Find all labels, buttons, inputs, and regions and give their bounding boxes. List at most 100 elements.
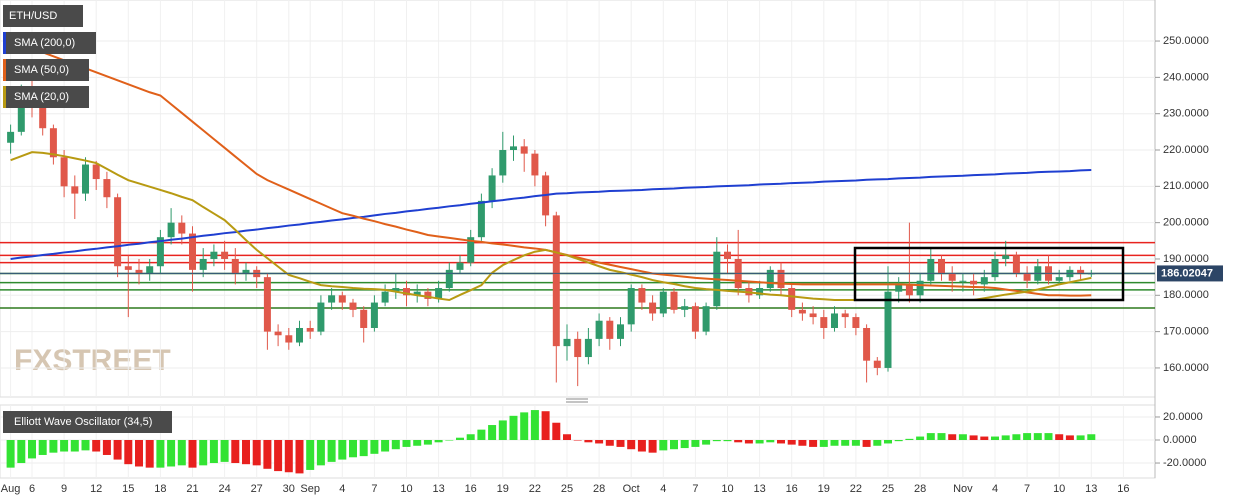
candle-body [456,262,464,270]
y-tick-label: 200.0000 [1163,217,1209,229]
candle-body [445,269,453,289]
osc-bar [1012,434,1021,441]
osc-bar [177,440,186,466]
osc-bar [605,440,614,446]
candle-body [1077,269,1085,274]
candle-body [403,288,410,296]
osc-bar [573,440,582,441]
osc-bar [637,440,646,452]
osc-bar [284,440,293,473]
osc-bar [381,440,390,452]
x-tick-label: 10 [400,483,412,495]
x-tick-label: 7 [692,483,698,495]
legend-label: SMA (50,0) [14,64,69,76]
x-tick-label: 12 [90,483,102,495]
candle-body [681,306,689,310]
x-tick-label: Oct [623,483,640,495]
sma-line [10,36,1092,297]
candle-body [71,186,79,194]
osc-bar [873,440,882,446]
legend-swatch [3,32,6,54]
candle-body [510,146,517,151]
osc-bar [980,436,989,441]
candle-body [659,291,667,314]
osc-bar [766,440,775,443]
highlight-box [853,246,1125,302]
x-tick-label: 13 [753,483,765,495]
osc-bar [680,440,689,449]
osc-bar [188,440,197,468]
osc-bar [734,440,743,443]
candle-body [124,266,132,270]
osc-bar [391,440,400,450]
candle-body [777,269,785,289]
candle-body [285,335,293,343]
y-tick-label: 170.0000 [1163,326,1209,338]
legend-label: SMA (200,0) [14,37,75,49]
y-tick-label: 180.0000 [1163,289,1209,301]
candle-body [488,175,496,201]
candle-body [905,284,913,296]
osc-bar [102,440,111,455]
x-tick-label: 4 [992,483,998,495]
osc-bar [1055,434,1064,441]
candle-body [520,146,528,154]
x-tick-label: 6 [29,483,35,495]
candle-body [970,280,978,285]
osc-bar [670,440,678,450]
x-tick-label: 16 [465,483,477,495]
y-tick-label: 190.0000 [1163,253,1209,265]
candle-body [103,179,111,198]
candle-body [820,317,828,328]
x-tick-label: 28 [593,483,605,495]
osc-bar [905,438,914,441]
candle-body [916,280,924,296]
candle-body [338,295,346,303]
osc-bar [969,435,978,441]
osc-plot [6,410,1096,474]
candle-body [146,266,154,274]
candle-body [231,258,239,274]
osc-bar [884,440,892,444]
osc-bar [231,440,240,464]
x-tick-label: 16 [786,483,798,495]
osc-bar [306,440,315,470]
chart-title: ETH/USD [9,10,57,22]
osc-bar [958,434,967,441]
x-tick-label: 10 [721,483,733,495]
candle-body [584,338,592,358]
x-tick-label: 15 [122,483,134,495]
osc-bar [862,440,871,447]
candle-body [938,258,945,274]
last-price-label: 186.02047 [1161,267,1213,279]
osc-bar [252,440,261,466]
x-tick-label: 19 [497,483,509,495]
osc-bar [199,440,208,466]
candle-body [424,291,432,299]
osc-bar [1033,433,1042,441]
candle-body [317,302,325,332]
osc-bar [498,420,507,441]
osc-bar [488,425,497,441]
osc-bar [659,440,668,451]
osc-bar [349,440,357,458]
candle-body [852,317,860,328]
x-tick-label: 25 [882,483,894,495]
legend-box [3,86,89,108]
x-tick-label: 22 [850,483,862,495]
candle-body [670,291,678,310]
candle-body [392,288,400,292]
x-tick-label: 13 [1085,483,1097,495]
legend-box [3,32,96,54]
osc-bar [92,440,101,452]
osc-bar [777,440,785,444]
candle-body [649,302,657,314]
osc-bar [648,440,657,453]
osc-bar [434,440,443,443]
legend-box [3,5,83,27]
candle-body [263,277,271,332]
candle-body [980,277,988,285]
candle-body [702,306,710,332]
osc-bar [38,440,47,455]
